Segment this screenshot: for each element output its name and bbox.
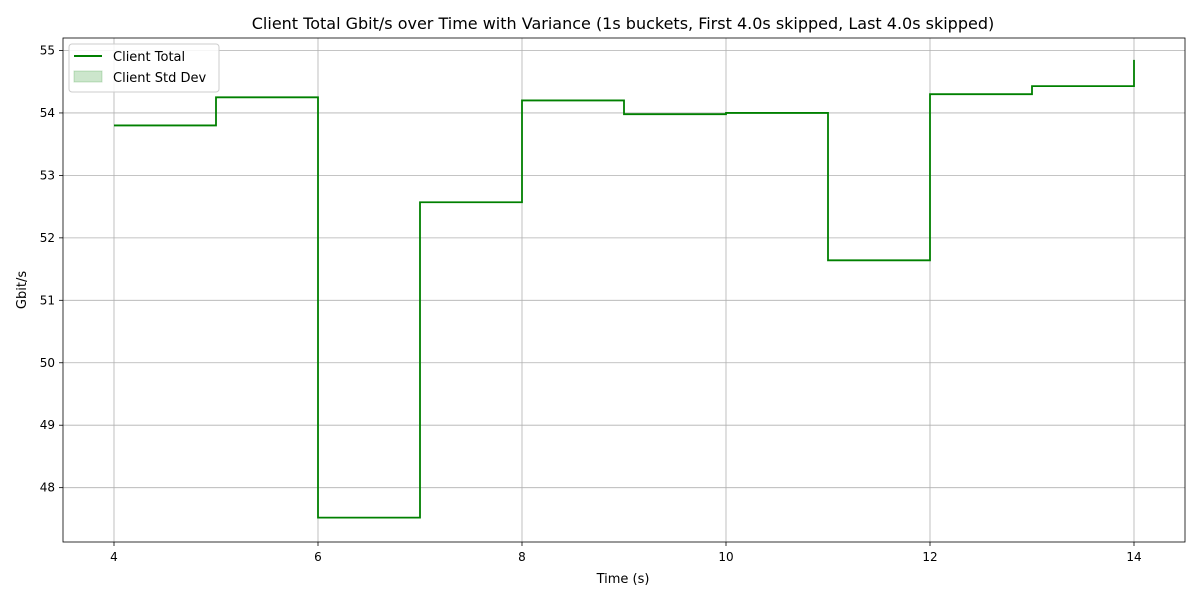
x-tick-label: 8	[518, 550, 526, 564]
y-tick-label: 53	[40, 168, 55, 182]
legend-label-client-std-dev: Client Std Dev	[113, 71, 207, 86]
x-tick-label: 10	[718, 550, 733, 564]
legend-swatch-client-std-dev	[73, 70, 103, 83]
legend-label-client-total: Client Total	[113, 50, 185, 65]
series-layer	[114, 59, 1135, 519]
legend-frame	[68, 43, 220, 93]
plot-frame	[62, 37, 1186, 543]
y-tick-label: 54	[40, 106, 55, 120]
y-tick-label: 51	[40, 293, 55, 307]
y-tick-label: 50	[40, 356, 55, 370]
axes-layer: 4 6 8 10 12 14 48 49 50 51 52 53 54 55	[40, 37, 1186, 564]
y-tick-label: 52	[40, 231, 55, 245]
series-line-client-total	[114, 59, 1135, 519]
y-tick-label: 55	[40, 43, 55, 57]
x-tick-label: 12	[922, 550, 937, 564]
chart-title: Client Total Gbit/s over Time with Varia…	[252, 14, 994, 33]
y-tick-label: 49	[40, 418, 55, 432]
x-tick-label: 6	[314, 550, 322, 564]
x-tick-label: 14	[1126, 550, 1141, 564]
y-tick-label: 48	[40, 481, 55, 495]
x-axis-label: Time (s)	[596, 572, 650, 587]
x-tick-label: 4	[110, 550, 118, 564]
y-axis-label: Gbit/s	[15, 271, 30, 309]
legend: Client Total Client Std Dev	[68, 43, 220, 93]
